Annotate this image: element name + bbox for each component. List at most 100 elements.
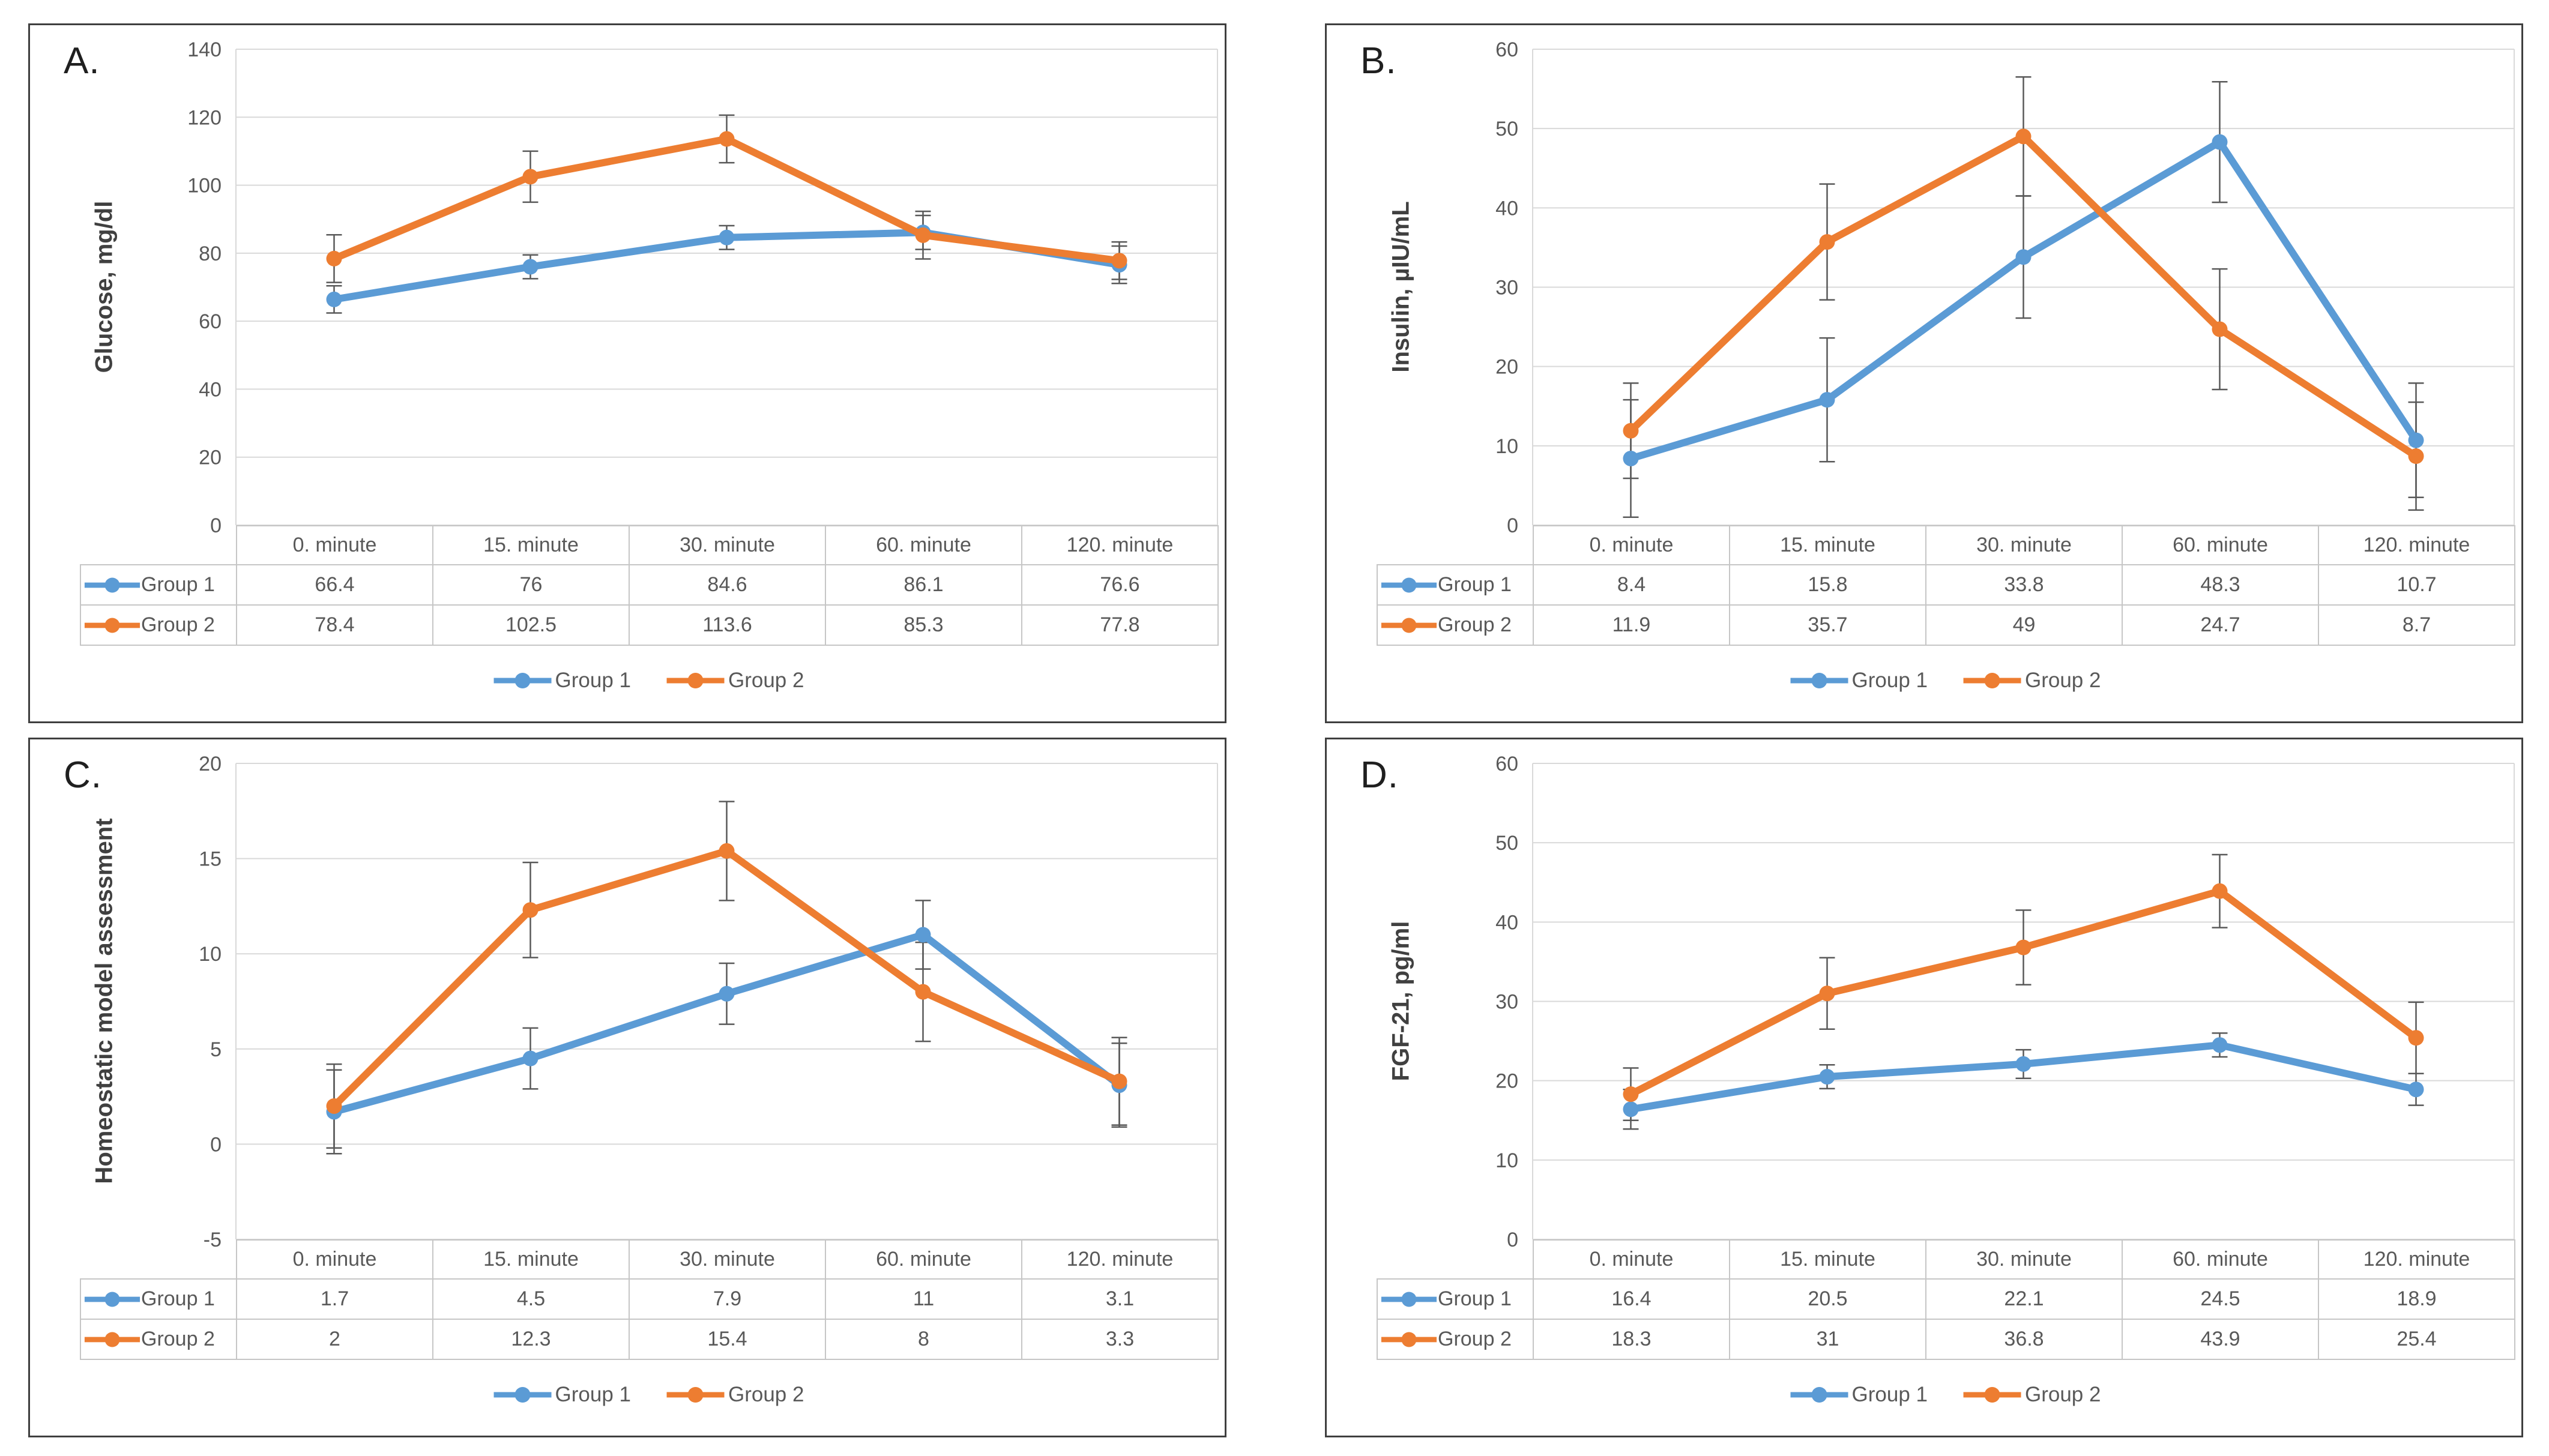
data-point-group-1: [522, 1050, 538, 1066]
series-key-icon: [84, 1332, 140, 1347]
value-cell-group-1-0-minute: 8.4: [1533, 564, 1730, 606]
legend-label: Group 2: [728, 1383, 804, 1406]
data-point-group-2: [719, 131, 735, 147]
data-point-group-1: [1623, 1101, 1639, 1118]
series-key-cell: Group 2: [80, 604, 237, 646]
series-name-label: Group 1: [141, 573, 215, 596]
column-header-15-minute: 15. minute: [1729, 525, 1926, 565]
series-key-icon: [1964, 673, 2021, 688]
value-cell-group-2-30-minute: 113.6: [629, 604, 826, 646]
column-header-60-minute: 60. minute: [825, 525, 1022, 565]
value-cell-group-2-15-minute: 35.7: [1729, 604, 1926, 646]
y-axis-label: Glucose, mg/dl: [91, 200, 118, 373]
data-table: 0. minute 15. minute 30. minute 60. minute 1…: [1377, 525, 2515, 646]
value-cell-group-2-0-minute: 11.9: [1533, 604, 1730, 646]
data-point-group-2: [719, 843, 735, 859]
y-tick-label: 0: [210, 1133, 222, 1156]
column-header-30-minute: 30. minute: [629, 525, 826, 565]
legend-item-group-2: Group 2: [666, 1383, 804, 1407]
data-point-group-2: [522, 902, 538, 918]
y-tick-label: 30: [1495, 277, 1518, 299]
value-cell-group-2-15-minute: 102.5: [432, 604, 630, 646]
data-point-group-2: [2015, 128, 2032, 145]
y-tick-label: 10: [199, 943, 222, 966]
panel-letter: C.: [64, 754, 102, 796]
column-header-30-minute: 30. minute: [1925, 1239, 2123, 1280]
data-table: 0. minute 15. minute 30. minute 60. minute 1…: [80, 525, 1219, 646]
value-cell-group-1-0-minute: 16.4: [1533, 1278, 1730, 1320]
y-tick-label: 60: [1495, 753, 1518, 775]
data-point-group-1: [2015, 1056, 2032, 1072]
table-row-group-2: Group 2 2 12.3 15.4 8 3.3: [80, 1319, 1219, 1360]
column-header-60-minute: 60. minute: [825, 1239, 1022, 1280]
value-cell-group-2-15-minute: 31: [1729, 1319, 1926, 1360]
column-header-15-minute: 15. minute: [432, 525, 630, 565]
y-tick-label: 120: [187, 106, 222, 129]
legend-item-group-2: Group 2: [666, 669, 804, 693]
data-point-group-2: [2408, 448, 2424, 465]
legend-label: Group 1: [555, 669, 631, 692]
value-cell-group-1-60-minute: 86.1: [825, 564, 1022, 606]
legend-item-group-2: Group 2: [1962, 1383, 2101, 1407]
value-cell-group-1-30-minute: 22.1: [1925, 1278, 2123, 1320]
series-key-icon: [84, 577, 140, 592]
value-cell-group-1-120-minute: 10.7: [2318, 564, 2515, 606]
y-tick-label: 100: [187, 175, 222, 197]
value-cell-group-2-15-minute: 12.3: [432, 1319, 630, 1360]
series-key-icon: [1381, 1332, 1437, 1347]
value-cell-group-2-30-minute: 49: [1925, 604, 2123, 646]
value-cell-group-2-30-minute: 36.8: [1925, 1319, 2123, 1360]
y-tick-label: 40: [199, 378, 222, 401]
data-point-group-2: [2212, 883, 2228, 899]
column-header-120-minute: 120. minute: [1021, 525, 1219, 565]
y-tick-label: 10: [1495, 435, 1518, 458]
value-cell-group-2-0-minute: 18.3: [1533, 1319, 1730, 1360]
value-cell-group-1-60-minute: 24.5: [2122, 1278, 2319, 1320]
column-header-0-minute: 0. minute: [236, 525, 433, 565]
column-header-120-minute: 120. minute: [1021, 1239, 1219, 1280]
panel-letter: A.: [64, 40, 100, 82]
data-point-group-1: [2212, 1037, 2228, 1053]
value-cell-group-1-15-minute: 76: [432, 564, 630, 606]
series-name-label: Group 1: [1438, 1287, 1512, 1310]
value-cell-group-1-120-minute: 18.9: [2318, 1278, 2515, 1320]
value-cell-group-1-15-minute: 4.5: [432, 1278, 630, 1320]
value-cell-group-1-60-minute: 48.3: [2122, 564, 2319, 606]
y-tick-label: 20: [199, 447, 222, 469]
legend-item-group-1: Group 1: [493, 1383, 631, 1407]
column-header-0-minute: 0. minute: [1533, 525, 1730, 565]
series-key-cell: Group 1: [80, 1278, 237, 1320]
data-point-group-2: [1111, 253, 1127, 269]
value-cell-group-2-0-minute: 2: [236, 1319, 433, 1360]
data-point-group-2: [1819, 234, 1835, 250]
value-cell-group-1-15-minute: 20.5: [1729, 1278, 1926, 1320]
legend-label: Group 2: [728, 669, 804, 692]
value-cell-group-2-120-minute: 3.3: [1021, 1319, 1219, 1360]
y-tick-label: 40: [1495, 197, 1518, 220]
value-cell-group-2-120-minute: 8.7: [2318, 604, 2515, 646]
series-key-cell: Group 2: [1377, 604, 1534, 646]
legend-label: Group 2: [2025, 669, 2101, 692]
series-key-icon: [493, 673, 552, 688]
y-tick-label: 15: [199, 848, 222, 871]
value-cell-group-2-30-minute: 15.4: [629, 1319, 826, 1360]
value-cell-group-2-120-minute: 77.8: [1021, 604, 1219, 646]
data-point-group-2: [915, 227, 931, 243]
data-point-group-1: [2408, 1081, 2424, 1098]
legend: Group 1 Group 2: [493, 1383, 804, 1407]
data-point-group-2: [1623, 423, 1639, 439]
series-key-icon: [1790, 1387, 1848, 1403]
series-name-label: Group 2: [1438, 1328, 1512, 1350]
y-axis-label: FGF-21, pg/ml: [1387, 921, 1414, 1081]
data-point-group-1: [915, 927, 931, 943]
value-cell-group-2-120-minute: 25.4: [2318, 1319, 2515, 1360]
data-point-group-1: [1623, 450, 1639, 466]
table-row-group-1: Group 1 8.4 15.8 33.8 48.3 10.7: [1377, 564, 2515, 606]
y-tick-label: 30: [1495, 991, 1518, 1014]
column-header-15-minute: 15. minute: [432, 1239, 630, 1280]
y-tick-label: 80: [199, 242, 222, 265]
series-key-cell: Group 1: [1377, 564, 1534, 606]
value-cell-group-1-30-minute: 84.6: [629, 564, 826, 606]
